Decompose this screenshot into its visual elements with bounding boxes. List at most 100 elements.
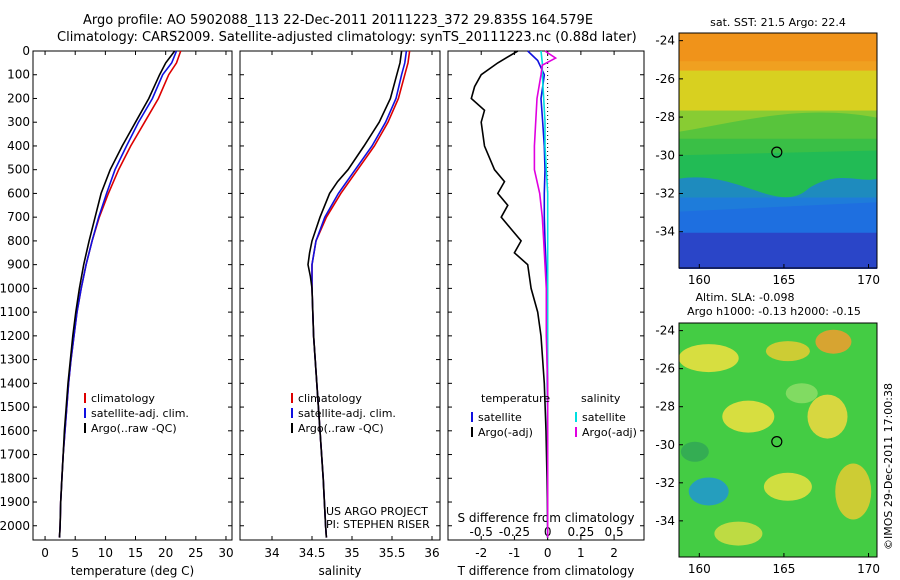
- sla-blob: [714, 521, 763, 546]
- series-climatology: [311, 50, 411, 538]
- ytick-label: 900: [7, 258, 30, 272]
- legend-label: satellite-adj. clim.: [298, 407, 396, 420]
- series-satellite-adj-clim-: [311, 50, 408, 538]
- legend-label: satellite: [478, 411, 522, 424]
- map-ytick-label: -32: [655, 476, 675, 490]
- map-title: Altim. SLA: -0.098: [695, 291, 794, 304]
- sst-warm: [679, 33, 877, 62]
- imos-stamp: ©IMOS 29-Dec-2011 17:00:38: [882, 383, 895, 550]
- sla-blob: [678, 344, 739, 373]
- map-xtick-label: 170: [857, 562, 880, 576]
- ytick-label: 700: [7, 210, 30, 224]
- series-argo-raw-qc-: [58, 50, 176, 538]
- sla-blob: [835, 463, 872, 520]
- map-ytick-label: -28: [655, 110, 675, 124]
- xtick-label: 15: [128, 546, 143, 560]
- credit-text: US ARGO PROJECT: [326, 505, 428, 518]
- legend-label: Argo(..raw -QC): [298, 422, 384, 435]
- sla-blob: [722, 400, 775, 433]
- map-ytick-label: -30: [655, 438, 675, 452]
- sla-blob: [815, 329, 852, 354]
- legend-label: satellite: [582, 411, 626, 424]
- ytick-label: 800: [7, 234, 30, 248]
- ytick-label: 200: [7, 91, 30, 105]
- ytick-label: 1900: [0, 495, 30, 509]
- xlabel-temperature: temperature (deg C): [71, 564, 194, 578]
- map-sst-map: 160 165 170 -24 -26 -28 -30 -32 -34 sat. SST: 21.…: [655, 16, 880, 287]
- map-ytick-label: -26: [655, 72, 675, 86]
- ytick-label: 1400: [0, 376, 30, 390]
- legend-label: Argo(-adj): [478, 426, 533, 439]
- legend-title-temperature: temperature: [481, 392, 550, 405]
- map-xtick-label: 165: [772, 562, 795, 576]
- xlabel-salinity-diff: S difference from climatology: [458, 511, 635, 525]
- xtick-label: 34: [264, 546, 279, 560]
- xtick-label: 35: [344, 546, 359, 560]
- sla-blob: [807, 394, 848, 439]
- xtick-label-salinity: -0.5: [470, 525, 493, 539]
- xtick-label: 20: [158, 546, 173, 560]
- ytick-label: 1600: [0, 424, 30, 438]
- ytick-label: 1200: [0, 329, 30, 343]
- pi-text: PI: STEPHEN RISER: [326, 518, 430, 531]
- sla-blob: [680, 441, 709, 462]
- xlabel-salinity: salinity: [318, 564, 361, 578]
- map-frame: [678, 322, 878, 558]
- map-ytick-label: -34: [655, 514, 675, 528]
- sla-blob: [785, 383, 818, 404]
- sst-band: [679, 70, 877, 112]
- ytick-label: 400: [7, 139, 30, 153]
- legend-label: climatology: [91, 392, 155, 405]
- map-ytick-label: -24: [655, 34, 675, 48]
- sla-blob: [763, 472, 812, 501]
- ytick-label: 600: [7, 186, 30, 200]
- xtick-label: 10: [98, 546, 113, 560]
- legend-label: climatology: [298, 392, 362, 405]
- ytick-label: 100: [7, 68, 30, 82]
- ytick-label: 0: [22, 44, 30, 58]
- ytick-label: 1000: [0, 281, 30, 295]
- xtick-label-salinity: 0.5: [605, 525, 624, 539]
- sla-blob: [688, 477, 729, 506]
- sst-band: [679, 232, 877, 269]
- xtick-label: 1: [577, 546, 585, 560]
- xtick-label: 34.5: [299, 546, 326, 560]
- map-ytick-label: -24: [655, 324, 675, 338]
- axes-frame-salinity: [239, 50, 441, 541]
- ytick-label: 500: [7, 163, 30, 177]
- legend-label: satellite-adj. clim.: [91, 407, 189, 420]
- xlabel-differences: T difference from climatology: [457, 564, 635, 578]
- xtick-label: -2: [475, 546, 487, 560]
- series-temperature-argo-adj-: [470, 50, 549, 538]
- map-sla-map: 160 165 170 -24 -26 -28 -30 -32 -34 Altim. SLA: -…: [655, 291, 880, 576]
- xtick-label: 30: [218, 546, 233, 560]
- map-ytick-label: -30: [655, 148, 675, 162]
- xtick-label: 5: [71, 546, 79, 560]
- sst-front: [679, 112, 877, 156]
- map-ytick-label: -26: [655, 362, 675, 376]
- sst-cold-tongue: [679, 177, 877, 212]
- map-xtick-label: 160: [688, 562, 711, 576]
- argo-float-marker: [771, 146, 783, 158]
- map-ytick-label: -32: [655, 186, 675, 200]
- map-subtitle: Argo h1000: -0.13 h2000: -0.15: [687, 305, 861, 318]
- xtick-label: 36: [424, 546, 439, 560]
- map-xtick-label: 170: [857, 273, 880, 287]
- panel-differences: -2 -1 0 1 2 T difference from climatology -0.5…: [447, 50, 645, 578]
- legend-label: Argo(-adj): [582, 426, 637, 439]
- legend-title-salinity: salinity: [581, 392, 621, 405]
- legend-label: Argo(..raw -QC): [91, 422, 177, 435]
- ytick-label: 1700: [0, 448, 30, 462]
- ytick-label: 1100: [0, 305, 30, 319]
- map-title: sat. SST: 21.5 Argo: 22.4: [710, 16, 846, 29]
- series-argo-raw-qc-: [307, 50, 403, 538]
- sla-blob: [765, 341, 810, 362]
- xtick-label: 0: [41, 546, 49, 560]
- ytick-label: 2000: [0, 519, 30, 533]
- argo-float-marker: [771, 436, 783, 448]
- axes-frame-temperature: [32, 50, 233, 541]
- panel-salinity: 34 34.5 35 35.5 36 salinity climatology satelli…: [239, 50, 441, 578]
- ytick-label: 1800: [0, 471, 30, 485]
- xtick-label-salinity: 0.25: [568, 525, 595, 539]
